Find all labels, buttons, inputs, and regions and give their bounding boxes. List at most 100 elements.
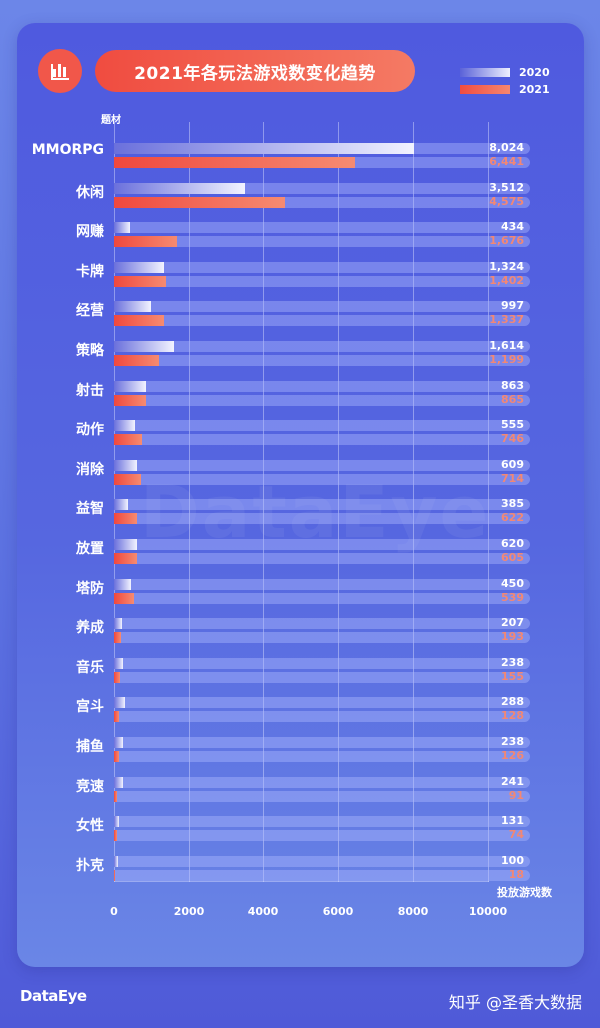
- bar-2020: [114, 539, 138, 550]
- bar-track-2020: 385: [114, 497, 530, 511]
- category-label: 捕鱼: [76, 739, 104, 755]
- chart-row: 放置 620 605: [76, 534, 534, 566]
- legend-swatch-2021: [460, 85, 510, 94]
- chart-row: 扑克 100 18: [76, 851, 534, 883]
- bar-2020: [114, 697, 125, 709]
- bar-2020: [114, 499, 129, 511]
- bar-2021: [114, 196, 286, 208]
- bar-2021: [114, 711, 119, 723]
- bar-2021: [114, 553, 137, 564]
- bar-track-2020: 620: [114, 537, 530, 550]
- plot-area: MMORPG 8,024 6,441 休闲 3,512 4,575 网赚 434 1,676 卡牌…: [32, 122, 534, 890]
- chart-row: 益智 385 622: [76, 494, 534, 526]
- legend-item-2020: 2020: [460, 64, 550, 81]
- bar-track-2021: 74: [114, 828, 530, 842]
- value-label-2021: 74: [508, 828, 524, 842]
- bar-track-2021: 865: [114, 393, 530, 406]
- category-label: 射击: [76, 382, 104, 399]
- bar-track-2020: 8,024: [114, 141, 530, 154]
- bar-track-2021: 1,676: [114, 234, 530, 248]
- value-label-2021: 1,199: [489, 353, 524, 366]
- x-tick: 0: [110, 905, 118, 918]
- bar-2021: [114, 473, 141, 485]
- chart-row: 塔防 450 539: [76, 574, 534, 606]
- value-label-2021: 91: [508, 788, 524, 802]
- legend-item-2021: 2021: [460, 81, 550, 98]
- category-label: 扑克: [76, 857, 104, 874]
- brand-logo: DataEye: [20, 987, 87, 1005]
- gridline: [338, 122, 339, 882]
- bar-2021: [114, 157, 355, 168]
- bar-2021: [114, 513, 138, 525]
- bar-2020: [114, 578, 131, 590]
- bar-track-2020: 288: [114, 695, 530, 709]
- value-label-2021: 605: [501, 551, 524, 564]
- category-label: 经营: [76, 303, 104, 320]
- chart-row: 射击 863 865: [76, 376, 534, 408]
- bar-track-2020: 450: [114, 577, 530, 590]
- bar-2020: [114, 459, 137, 471]
- category-label: 女性: [76, 818, 104, 835]
- value-label-2020: 288: [501, 695, 524, 709]
- bar-track-2021: 539: [114, 591, 530, 604]
- bar-2020: [114, 261, 164, 273]
- bar-2021: [114, 632, 122, 644]
- value-label-2021: 193: [501, 630, 524, 644]
- source-credit: 知乎 @圣香大数据: [448, 993, 582, 1012]
- value-label-2020: 997: [501, 299, 524, 313]
- value-label-2020: 238: [501, 655, 524, 669]
- value-label-2020: 8,024: [489, 141, 524, 154]
- bar-2020: [114, 816, 119, 828]
- bar-2021: [114, 315, 164, 327]
- chart-row: 女性 131 74: [76, 811, 534, 843]
- bar-track-2020: 3,512: [114, 181, 530, 194]
- bar-2021: [114, 592, 135, 604]
- bar-2021: [114, 275, 167, 287]
- chart-row: 网赚 434 1,676: [76, 217, 534, 249]
- bar-2021: [114, 790, 118, 802]
- value-label-2020: 620: [501, 537, 524, 550]
- value-label-2020: 555: [501, 418, 524, 432]
- value-label-2021: 714: [501, 471, 524, 485]
- bar-2021: [114, 671, 120, 683]
- bar-2020: [114, 618, 122, 630]
- chart-row: MMORPG 8,024 6,441: [32, 138, 534, 170]
- bar-2020: [114, 657, 123, 669]
- bar-2021: [114, 869, 115, 881]
- bar-2020: [114, 380, 147, 392]
- bar-2021: [114, 394, 147, 406]
- chart-row: 竞速 241 91: [76, 772, 534, 804]
- value-label-2021: 128: [501, 709, 524, 723]
- value-label-2020: 863: [501, 378, 524, 392]
- bar-2021: [114, 236, 177, 248]
- bar-track-2021: 155: [114, 670, 530, 683]
- legend-label: 2020: [519, 66, 550, 79]
- bar-2020: [114, 222, 131, 234]
- chart-row: 卡牌 1,324 1,402: [76, 257, 534, 289]
- bar-track-2021: 714: [114, 471, 530, 485]
- bar-2020: [114, 737, 123, 748]
- value-label-2020: 241: [501, 774, 524, 788]
- category-label: 卡牌: [76, 263, 104, 280]
- bar-2020: [114, 776, 123, 788]
- bar-track-2021: 6,441: [114, 155, 530, 168]
- bar-2020: [114, 182, 246, 194]
- category-label: 益智: [76, 501, 104, 518]
- bar-track-2020: 238: [114, 735, 530, 748]
- x-tick: 4000: [247, 905, 279, 918]
- bar-track-2021: 605: [114, 551, 530, 564]
- value-label-2020: 609: [501, 457, 524, 471]
- y-axis-title: 题材: [101, 115, 121, 126]
- gridline: [413, 122, 414, 882]
- category-label: 放置: [76, 541, 104, 557]
- watermark: DataEye: [140, 470, 491, 554]
- chart-row: 经营 997 1,337: [76, 296, 534, 328]
- bar-track-2020: 131: [114, 814, 530, 828]
- category-label: 养成: [76, 620, 104, 637]
- x-tick: 6000: [322, 905, 354, 918]
- bar-track-2021: 1,402: [114, 274, 530, 287]
- bar-track-2021: 126: [114, 749, 530, 762]
- category-label: 网赚: [76, 224, 104, 241]
- x-tick: 8000: [397, 905, 429, 918]
- value-label-2020: 434: [501, 220, 524, 234]
